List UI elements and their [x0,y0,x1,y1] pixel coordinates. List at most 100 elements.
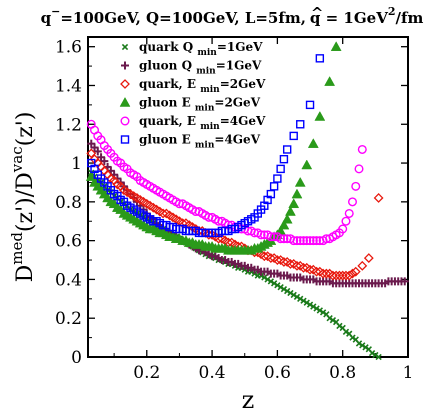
y-tick-label: 0.4 [55,270,82,290]
data-point [213,233,224,244]
data-point [293,293,301,301]
data-point [318,268,329,279]
data-point [273,174,282,183]
data-point [261,274,268,281]
y-label-mid: (z')/D [13,172,38,232]
data-point [315,54,325,63]
data-point [372,351,379,359]
data-point [269,182,279,191]
legend-label: gluon E min=2GeV [139,96,261,114]
x-tick-label: 0.4 [199,363,226,383]
data-point [350,266,361,277]
y-tick-label: 0.2 [55,309,82,329]
data-point [292,236,302,246]
data-point [287,289,294,297]
x-tick-label: 0.8 [329,363,356,383]
data-point [351,181,361,191]
data-point [357,260,368,271]
data-point [285,206,296,216]
y-tick-label: 1.6 [55,38,82,58]
data-point [311,266,322,277]
title-part3: q [310,9,321,27]
data-point [302,236,312,246]
legend-item: gluon E min=2GeV [119,96,261,114]
chart-title: q−=100GeV, Q=100GeV, L=5fm, q = 1GeV2/fm [41,5,424,27]
data-point [342,328,350,335]
legend-item: quark, E min=2GeV [120,77,266,95]
data-point [305,236,315,246]
y-label-d1: D [13,265,38,283]
data-point [312,236,322,246]
data-point [270,280,278,287]
data-point [330,41,342,51]
data-point [288,198,300,209]
data-point [265,253,276,264]
x-axis-label: z [242,386,255,414]
data-point [295,236,305,246]
data-point [305,100,315,110]
data-point [344,208,354,218]
data-point [289,236,299,246]
data-point [300,297,307,304]
data-point [291,188,303,199]
data-point [321,268,332,279]
data-point [158,208,169,219]
data-point [86,148,97,159]
data-point [359,342,366,349]
data-point [327,270,338,281]
legend-marker [121,43,129,51]
data-point [326,315,333,322]
data-point [338,224,348,234]
y-tick-label: 1.2 [55,115,82,135]
data-point [285,258,296,269]
data-point [334,270,345,281]
data-point [331,270,342,281]
title-part1: q [41,9,52,27]
data-point [259,251,270,262]
data-point [354,164,364,174]
y-tick-label: 0.8 [55,193,82,213]
data-point [306,301,314,308]
legend-item: gluon E min=4GeV [120,133,261,151]
data-point [294,176,306,187]
data-point [357,144,367,154]
title-part4: = 1GeV [320,9,388,27]
data-point [264,276,271,283]
data-point [296,120,305,129]
legend-marker [120,79,130,89]
data-point [284,287,291,295]
data-point [266,189,276,199]
data-point [324,76,336,86]
data-point [336,322,343,330]
legend-label: gluon E min=4GeV [139,133,261,151]
legend-label: gluon Q min=1GeV [139,59,262,77]
data-point [277,284,284,291]
data-point [314,111,326,121]
data-point [299,236,309,246]
x-tick-label: 1 [403,363,414,383]
series-triangle [85,41,342,255]
legend-marker [120,135,130,144]
data-point [310,303,317,310]
data-point [400,277,409,286]
legend-marker [121,61,129,70]
data-point [316,307,324,314]
series-layer [85,41,409,361]
data-point [280,285,288,293]
data-point [276,234,286,244]
data-point [93,147,102,156]
legend-marker [119,96,131,107]
data-point [355,340,363,347]
plot-frame [87,36,409,358]
data-point [329,316,337,324]
y-tick-label: 0.6 [55,232,82,252]
data-point [297,295,304,302]
data-point [347,197,357,207]
y-label-sup2: vac [8,146,26,173]
data-point [363,253,374,264]
y-label-sup1: med [8,232,26,265]
title-part4-sup: 2 [388,5,396,18]
x-tick-label: 0.6 [264,363,291,383]
data-point [267,278,275,285]
data-point [368,349,376,357]
